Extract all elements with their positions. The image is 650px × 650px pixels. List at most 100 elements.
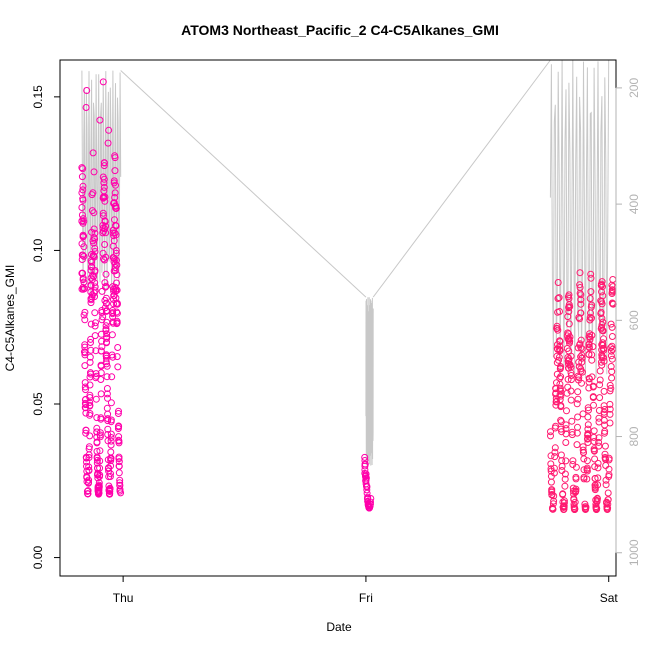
data-point <box>577 367 585 375</box>
data-point <box>591 475 599 482</box>
data-point <box>92 395 100 403</box>
data-point <box>98 343 106 351</box>
data-point <box>578 351 586 359</box>
data-point <box>114 363 122 371</box>
data-point <box>585 384 593 392</box>
data-point <box>115 439 123 447</box>
data-point <box>81 396 89 404</box>
data-point <box>79 165 87 173</box>
data-point <box>102 283 109 291</box>
data-point <box>555 294 563 302</box>
data-point <box>571 506 579 513</box>
data-point <box>81 285 88 293</box>
data-point <box>597 358 605 366</box>
data-point <box>594 464 602 472</box>
data-point <box>599 283 606 291</box>
data-point <box>81 316 89 324</box>
data-point <box>90 168 98 176</box>
data-point <box>590 433 598 441</box>
data-point <box>363 486 371 494</box>
data-point <box>107 470 114 478</box>
data-point <box>558 462 566 470</box>
data-point <box>111 167 119 175</box>
data-point <box>565 320 573 328</box>
data-point <box>587 288 595 296</box>
data-point <box>584 425 592 433</box>
data-point <box>564 383 572 391</box>
data-point <box>90 289 98 297</box>
data-point <box>361 453 369 461</box>
left-tick-label: 0.15 <box>31 85 45 109</box>
data-point <box>102 358 110 366</box>
data-point <box>85 463 93 471</box>
data-point <box>548 486 556 494</box>
data-point <box>607 347 615 355</box>
data-point <box>91 229 99 237</box>
data-point <box>90 209 98 217</box>
data-point <box>588 351 596 359</box>
data-point <box>594 474 602 482</box>
data-point <box>79 269 87 277</box>
data-point <box>84 490 92 498</box>
data-point <box>107 454 115 462</box>
data-point <box>557 373 565 381</box>
data-point <box>85 466 93 474</box>
data-point <box>95 490 103 498</box>
data-point <box>547 467 555 475</box>
data-point <box>574 413 582 421</box>
data-point <box>361 460 369 468</box>
data-point <box>558 467 566 474</box>
data-point <box>547 478 555 486</box>
right-tick-label: 200 <box>627 78 641 98</box>
data-point <box>115 407 122 415</box>
altitude-line-layer <box>81 59 610 466</box>
data-point <box>96 116 104 124</box>
data-point <box>601 421 609 429</box>
data-point <box>361 469 369 477</box>
data-point <box>598 351 606 359</box>
data-point <box>93 433 101 441</box>
data-point <box>114 344 122 351</box>
data-point <box>100 159 108 167</box>
data-point <box>604 489 612 497</box>
data-point <box>98 309 106 316</box>
data-point <box>606 381 614 389</box>
data-point <box>608 342 616 350</box>
data-point <box>556 396 564 404</box>
data-point <box>107 457 115 465</box>
data-point <box>104 139 112 147</box>
data-point <box>99 194 107 202</box>
data-point <box>97 390 105 398</box>
data-point <box>591 486 599 494</box>
data-point <box>89 271 97 279</box>
x-tick-label: Thu <box>113 591 134 605</box>
data-point <box>556 365 564 373</box>
data-point <box>79 284 87 291</box>
data-point <box>553 397 560 405</box>
data-point <box>110 292 118 300</box>
data-point <box>602 481 610 489</box>
data-point <box>84 487 92 495</box>
data-point <box>586 333 594 341</box>
data-point <box>93 428 101 436</box>
data-point <box>85 443 93 451</box>
data-point <box>577 344 585 352</box>
data-point <box>562 457 570 465</box>
data-point <box>100 179 108 187</box>
data-point <box>82 386 89 394</box>
data-point <box>607 363 615 370</box>
data-point <box>557 451 565 459</box>
data-point <box>564 335 572 343</box>
data-point <box>88 291 96 299</box>
data-point <box>572 463 580 471</box>
x-axis-label: Date <box>326 620 352 634</box>
altitude-line <box>549 59 610 379</box>
data-point <box>557 392 565 400</box>
data-point <box>86 353 94 361</box>
data-point <box>563 407 570 415</box>
data-point <box>574 388 582 396</box>
data-point <box>607 320 615 328</box>
data-point <box>564 313 572 321</box>
data-point <box>79 215 87 223</box>
data-point <box>114 423 122 431</box>
